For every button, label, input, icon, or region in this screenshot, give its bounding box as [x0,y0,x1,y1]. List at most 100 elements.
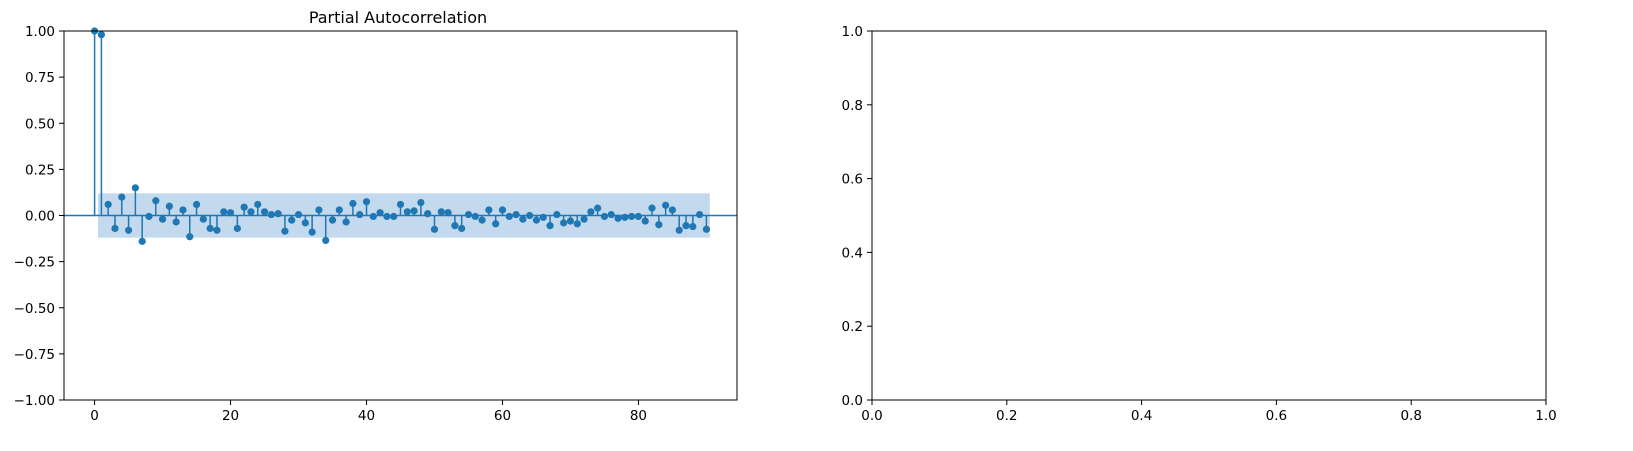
stem-marker [506,213,513,220]
stem-marker [179,206,186,213]
stem-marker [139,238,146,245]
stem-marker [614,215,621,222]
stem-marker [410,207,417,214]
x-tick-label: 40 [358,408,375,424]
stem-marker [152,197,159,204]
stem-marker [676,227,683,234]
stem-marker [247,208,254,215]
stem-marker [302,219,309,226]
stem-marker [512,211,519,218]
stem-marker [390,213,397,220]
stem-marker [438,208,445,215]
x-tick-label: 0.0 [861,408,882,424]
y-tick-label: 1.00 [25,24,55,40]
stem-marker [689,223,696,230]
stem-marker [315,206,322,213]
stem-marker [404,208,411,215]
x-tick-label: 0.8 [1400,408,1421,424]
stem-marker [207,225,214,232]
stem-marker [601,213,608,220]
x-tick-label: 0.4 [1131,408,1152,424]
y-tick-label: 0.50 [25,116,55,132]
stem-marker [159,216,166,223]
stem-marker [288,217,295,224]
stem-marker [336,206,343,213]
stem-marker [567,217,574,224]
y-tick-label: −0.75 [14,347,55,363]
stem-marker [363,198,370,205]
stem-marker [451,222,458,229]
stem-marker [703,226,710,233]
stem-marker [553,211,560,218]
y-tick-label: 0.8 [842,98,863,114]
stem-marker [499,206,506,213]
stem-marker [213,227,220,234]
stem-marker [594,205,601,212]
stem-marker [621,214,628,221]
x-tick-label: 60 [494,408,511,424]
stem-marker [458,225,465,232]
y-tick-label: 0.25 [25,162,55,178]
stem-marker [431,226,438,233]
stem-marker [546,222,553,229]
stem-marker [111,225,118,232]
y-tick-label: 0.0 [842,393,863,409]
x-tick-label: 0.6 [1266,408,1287,424]
stem-marker [241,204,248,211]
x-tick-label: 80 [630,408,647,424]
stem-marker [580,216,587,223]
stem-marker [173,218,180,225]
stem-marker [648,205,655,212]
stem-marker [132,184,139,191]
stem-marker [682,222,689,229]
x-tick-label: 0 [90,408,99,424]
y-tick-label: 0.2 [842,319,863,335]
stem-marker [309,229,316,236]
stem-marker [349,200,356,207]
stem-marker [227,209,234,216]
stem-marker [281,228,288,235]
stem-marker [628,213,635,220]
stem-marker [275,210,282,217]
stem-marker [587,208,594,215]
stem-marker [343,218,350,225]
x-tick-label: 0.2 [996,408,1017,424]
stem-marker [662,202,669,209]
stem-marker [560,219,567,226]
stem-marker [485,206,492,213]
y-tick-label: 0.75 [25,70,55,86]
stem-marker [329,217,336,224]
stem-marker [370,213,377,220]
stem-marker [424,210,431,217]
y-tick-label: 0.6 [842,172,863,188]
stem-marker [696,211,703,218]
stem-marker [540,214,547,221]
stem-marker [492,220,499,227]
y-tick-label: −0.25 [14,255,55,271]
stem-marker [98,31,105,38]
stem-marker [417,199,424,206]
x-tick-label: 20 [222,408,239,424]
stem-marker [295,211,302,218]
stem-marker [478,217,485,224]
stem-marker [519,216,526,223]
stem-marker [397,201,404,208]
stem-marker [444,209,451,216]
stem-marker [377,209,384,216]
stem-marker [383,213,390,220]
stem-marker [472,213,479,220]
stem-marker [655,221,662,228]
y-tick-label: 0.4 [842,245,863,261]
stem-marker [145,213,152,220]
stem-marker [669,206,676,213]
stem-marker [574,220,581,227]
stem-marker [635,213,642,220]
stem-marker [533,217,540,224]
x-tick-label: 1.0 [1535,408,1556,424]
stem-marker [186,233,193,240]
chart-title: Partial Autocorrelation [309,8,487,27]
y-tick-label: −1.00 [14,393,55,409]
stem-marker [261,208,268,215]
stem-marker [125,227,132,234]
stem-marker [322,237,329,244]
